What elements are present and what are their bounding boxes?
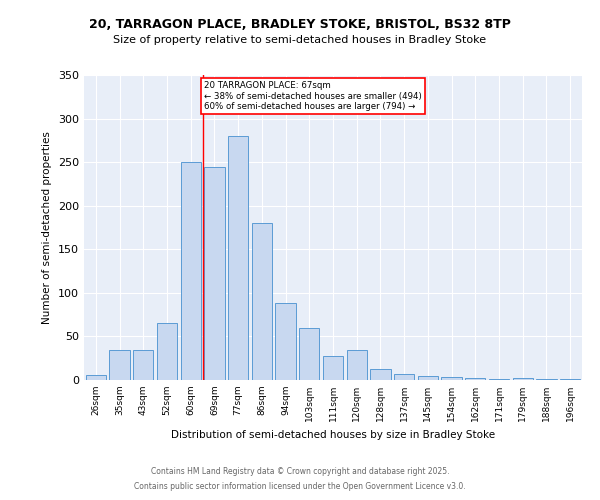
Bar (323, 356, 343, 380)
Bar (181, 162, 201, 380)
Bar (465, 378, 485, 380)
Bar (275, 304, 296, 380)
Bar (109, 350, 130, 380)
Bar (489, 379, 509, 380)
Bar (560, 379, 580, 380)
Bar (299, 328, 319, 380)
Bar (133, 350, 154, 380)
Text: Contains public sector information licensed under the Open Government Licence v3: Contains public sector information licen… (134, 482, 466, 491)
Bar (394, 374, 414, 380)
Bar (442, 376, 461, 380)
Bar (205, 166, 224, 380)
Bar (252, 223, 272, 380)
X-axis label: Distribution of semi-detached houses by size in Bradley Stoke: Distribution of semi-detached houses by … (171, 430, 495, 440)
Bar (512, 378, 533, 380)
Bar (418, 376, 438, 380)
Bar (157, 324, 177, 380)
Bar (370, 368, 391, 380)
Bar (347, 350, 367, 380)
Y-axis label: Number of semi-detached properties: Number of semi-detached properties (43, 131, 52, 324)
Bar (228, 136, 248, 380)
Text: 20 TARRAGON PLACE: 67sqm
← 38% of semi-detached houses are smaller (494)
60% of : 20 TARRAGON PLACE: 67sqm ← 38% of semi-d… (204, 81, 422, 111)
Text: Contains HM Land Registry data © Crown copyright and database right 2025.: Contains HM Land Registry data © Crown c… (151, 467, 449, 476)
Bar (86, 375, 106, 380)
Text: 20, TARRAGON PLACE, BRADLEY STOKE, BRISTOL, BS32 8TP: 20, TARRAGON PLACE, BRADLEY STOKE, BRIST… (89, 18, 511, 30)
Text: Size of property relative to semi-detached houses in Bradley Stoke: Size of property relative to semi-detach… (113, 35, 487, 45)
Bar (536, 379, 557, 380)
